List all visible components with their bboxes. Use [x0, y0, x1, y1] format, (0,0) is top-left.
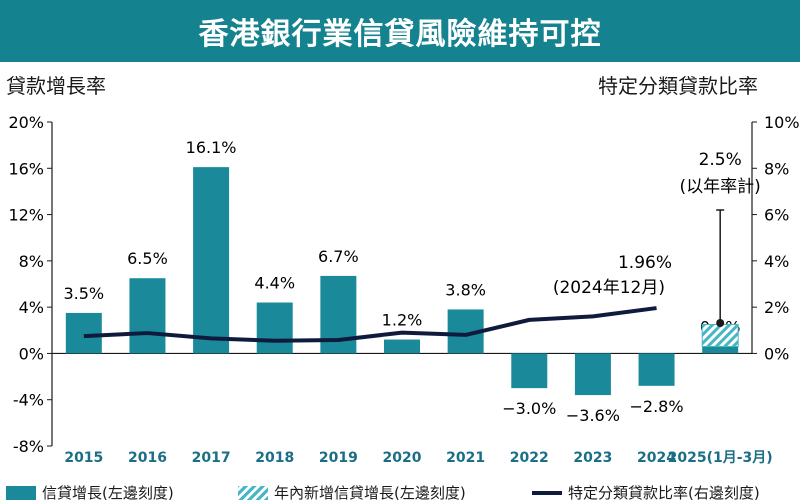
data-label: 4.4% [254, 274, 295, 293]
annotation-note: (2024年12月) [553, 278, 665, 298]
x-tick-label: 2016 [128, 450, 167, 466]
right-axis-title: 特定分類貸款比率 [598, 74, 758, 98]
x-tick-label: 2024 [637, 450, 676, 466]
annotation-value: 1.96% [618, 253, 672, 273]
x-tick-label: 2019 [319, 450, 358, 466]
left-tick-label: 16% [8, 159, 44, 178]
annotation-marker [716, 319, 725, 327]
x-tick-label: 2020 [383, 450, 422, 466]
bar [384, 339, 420, 354]
left-axis-title: 貸款增長率 [6, 74, 106, 98]
x-tick-label: 2023 [573, 450, 612, 466]
x-tick-label: 2018 [255, 450, 294, 466]
bar-hatched [701, 324, 739, 347]
annotation-value: 2.5% [699, 150, 742, 170]
right-tick-label: 6% [764, 206, 789, 225]
left-tick-label: -4% [13, 391, 44, 410]
legend-label: 特定分類貸款比率(右邊刻度) [568, 484, 760, 502]
legend-item-new-credit-growth: 年內新增信貸增長(左邊刻度) [238, 482, 466, 503]
legend-swatch-bar [6, 485, 36, 500]
legend: 信貸增長(左邊刻度) 年內新增信貸增長(左邊刻度) 特定分類貸款比率(右邊刻度) [0, 478, 800, 503]
bar [574, 353, 611, 396]
left-tick-label: -8% [13, 437, 44, 456]
data-label: −2.8% [630, 397, 684, 416]
right-tick-label: 0% [764, 344, 789, 363]
bar [193, 167, 230, 354]
legend-item-credit-growth: 信貸增長(左邊刻度) [6, 482, 174, 503]
data-label: 3.5% [63, 284, 104, 303]
data-label: 1.2% [382, 311, 423, 330]
annotation-note: (以年率計) [680, 177, 761, 197]
x-tick-label: 2015 [64, 450, 103, 466]
classified-loan-line [83, 306, 657, 343]
data-label: −3.6% [566, 406, 620, 425]
legend-swatch-hatched [238, 485, 268, 500]
legend-swatch-line [532, 490, 562, 495]
left-tick-label: 20% [8, 113, 44, 132]
left-tick-label: 4% [19, 298, 44, 317]
data-label: 3.8% [445, 280, 486, 299]
data-label: 16.1% [186, 138, 237, 157]
right-tick-label: 8% [764, 159, 789, 178]
legend-item-classified-loan-ratio: 特定分類貸款比率(右邊刻度) [532, 482, 760, 503]
x-tick-label: 2025(1月-3月) [668, 450, 773, 466]
left-tick-label: 0% [19, 344, 44, 363]
bar [65, 312, 102, 354]
right-tick-label: 4% [764, 252, 789, 271]
bar [511, 353, 548, 389]
legend-label: 年內新增信貸增長(左邊刻度) [274, 484, 466, 502]
data-label: 6.7% [318, 247, 359, 266]
chart-title: 香港銀行業信貸風險維持可控 [0, 0, 800, 62]
right-tick-label: 2% [764, 298, 789, 317]
right-tick-label: 10% [764, 113, 800, 132]
left-tick-label: 8% [19, 252, 44, 271]
bar [638, 353, 675, 386]
plot-area: 20% 16% 12% 8% 4% 0% -4% -8% 10% 8% 6% 4% 2% 0% 2015 20… [8, 113, 800, 466]
legend-label: 信貸增長(左邊刻度) [42, 484, 174, 502]
x-tick-label: 2022 [510, 450, 549, 466]
bar [256, 302, 293, 354]
x-tick-label: 2017 [192, 450, 231, 466]
bar [702, 346, 739, 354]
left-tick-label: 12% [8, 206, 44, 225]
data-label: 6.5% [127, 249, 168, 268]
x-tick-label: 2021 [446, 450, 485, 466]
data-label: −3.0% [502, 399, 556, 418]
bar [129, 278, 166, 354]
